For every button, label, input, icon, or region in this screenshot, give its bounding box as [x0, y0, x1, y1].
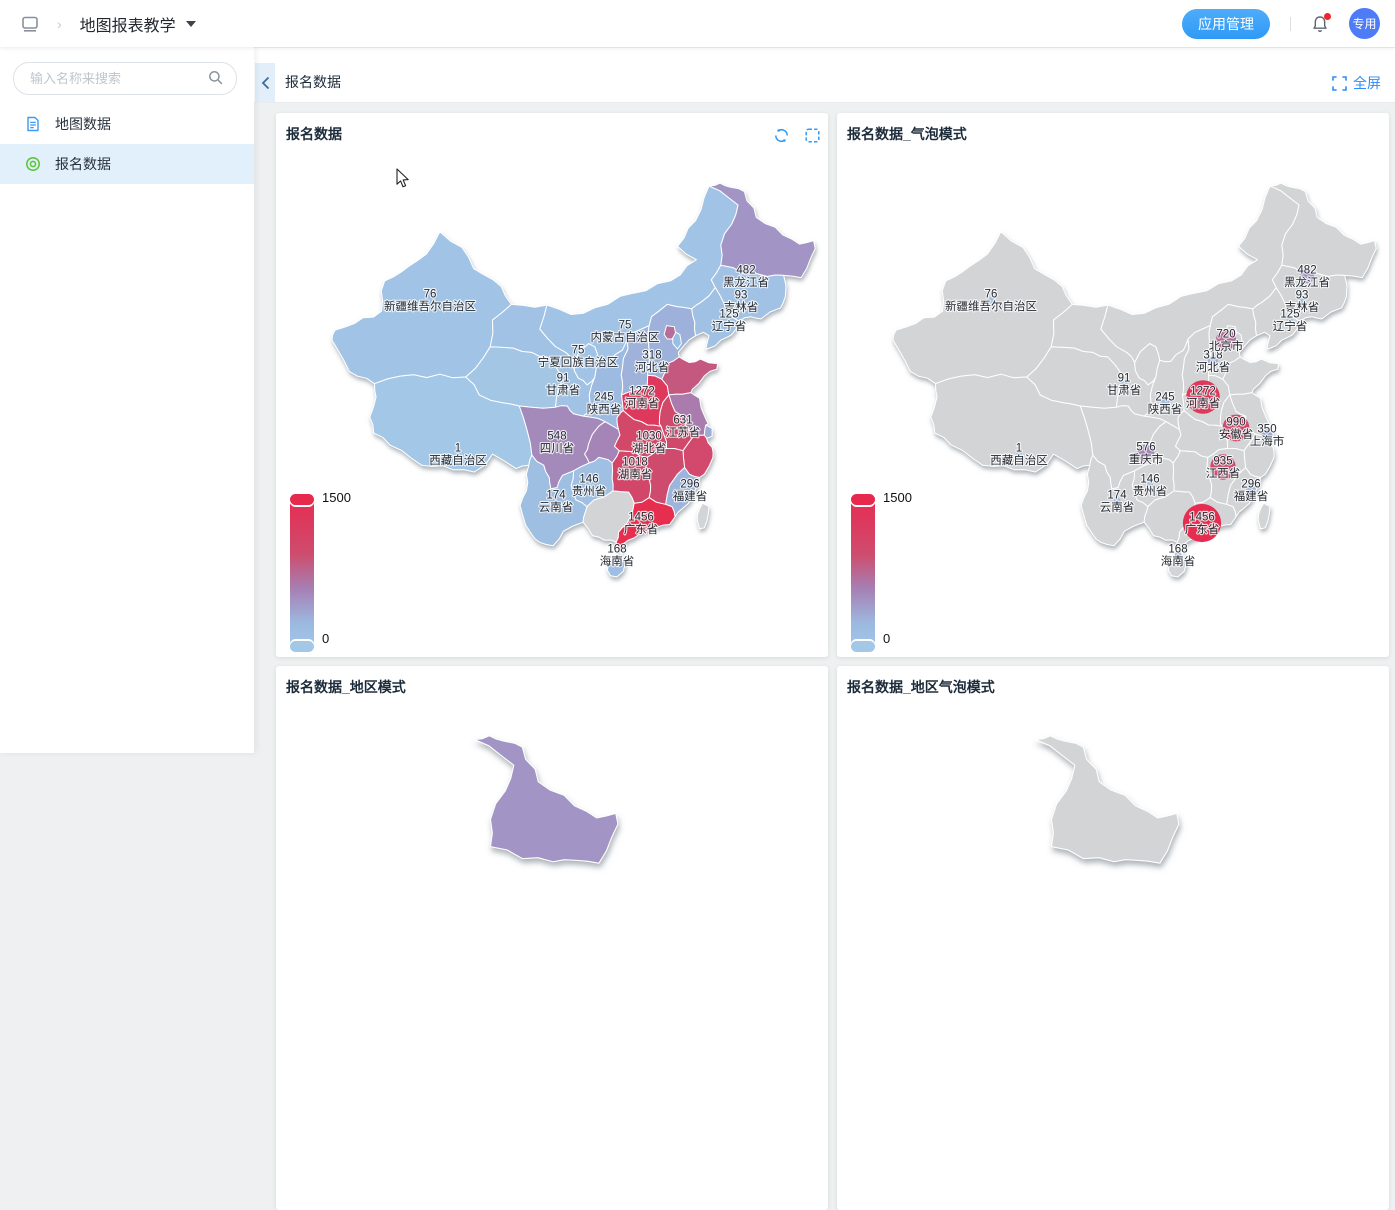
breadcrumb-separator-icon: ›	[57, 16, 62, 32]
province-taiwan[interactable]	[697, 503, 709, 529]
legend-max-label: 1500	[883, 490, 912, 505]
app-title[interactable]: 地图报表教学	[80, 12, 176, 36]
sidebar-item-map-data[interactable]: 地图数据	[0, 104, 254, 144]
top-bar: › 地图报表教学 应用管理 专用	[0, 0, 1395, 47]
card-region-bubble: 报名数据_地区气泡模式	[837, 666, 1389, 1210]
document-icon	[25, 116, 41, 132]
caret-down-icon[interactable]	[186, 21, 196, 27]
province-heilongjiang[interactable]	[1036, 736, 1179, 863]
legend-min-label: 0	[322, 631, 329, 646]
sidebar-item-signup-data[interactable]: 报名数据	[0, 144, 254, 184]
legend-min-label: 0	[883, 631, 890, 646]
card-title: 报名数据_地区气泡模式	[847, 677, 995, 697]
visualmap-legend[interactable]	[290, 494, 314, 652]
search-icon[interactable]	[208, 70, 223, 90]
search-input[interactable]	[30, 63, 204, 94]
card-title: 报名数据_气泡模式	[847, 124, 967, 144]
china-bubble-map[interactable]	[893, 183, 1376, 577]
china-choropleth-map[interactable]	[332, 183, 815, 577]
notification-badge	[1324, 13, 1331, 20]
avatar[interactable]: 专用	[1349, 8, 1380, 39]
sidebar-item-label: 报名数据	[55, 154, 111, 174]
chevron-left-icon	[261, 76, 270, 90]
fullscreen-button[interactable]: 全屏	[1332, 73, 1381, 93]
card-title: 报名数据_地区模式	[286, 677, 406, 697]
back-button[interactable]	[255, 63, 275, 102]
monitor-icon[interactable]	[22, 16, 38, 32]
divider	[1290, 17, 1291, 31]
province-shandong[interactable]	[1223, 357, 1279, 395]
sidebar-item-label: 地图数据	[55, 114, 111, 134]
page-title: 报名数据	[285, 72, 341, 92]
notification-bell-icon[interactable]	[1311, 15, 1329, 33]
fullscreen-label: 全屏	[1353, 73, 1381, 93]
search-box	[13, 62, 237, 95]
refresh-icon[interactable]	[774, 128, 789, 143]
region-map-heilongjiang[interactable]	[1036, 736, 1179, 863]
legend-max-label: 1500	[322, 490, 351, 505]
province-taiwan[interactable]	[1258, 503, 1270, 529]
fullscreen-icon	[1332, 76, 1347, 91]
province-shandong[interactable]	[662, 357, 718, 395]
card-title: 报名数据	[286, 124, 342, 144]
fullscreen-icon[interactable]	[805, 128, 820, 143]
app-manage-button[interactable]: 应用管理	[1182, 9, 1270, 39]
target-icon	[25, 156, 41, 172]
card-region: 报名数据_地区模式	[276, 666, 828, 1210]
content-header: 报名数据 全屏	[254, 48, 1395, 103]
visualmap-legend[interactable]	[851, 494, 875, 652]
province-heilongjiang[interactable]	[475, 736, 618, 863]
region-map-heilongjiang[interactable]	[475, 736, 618, 863]
